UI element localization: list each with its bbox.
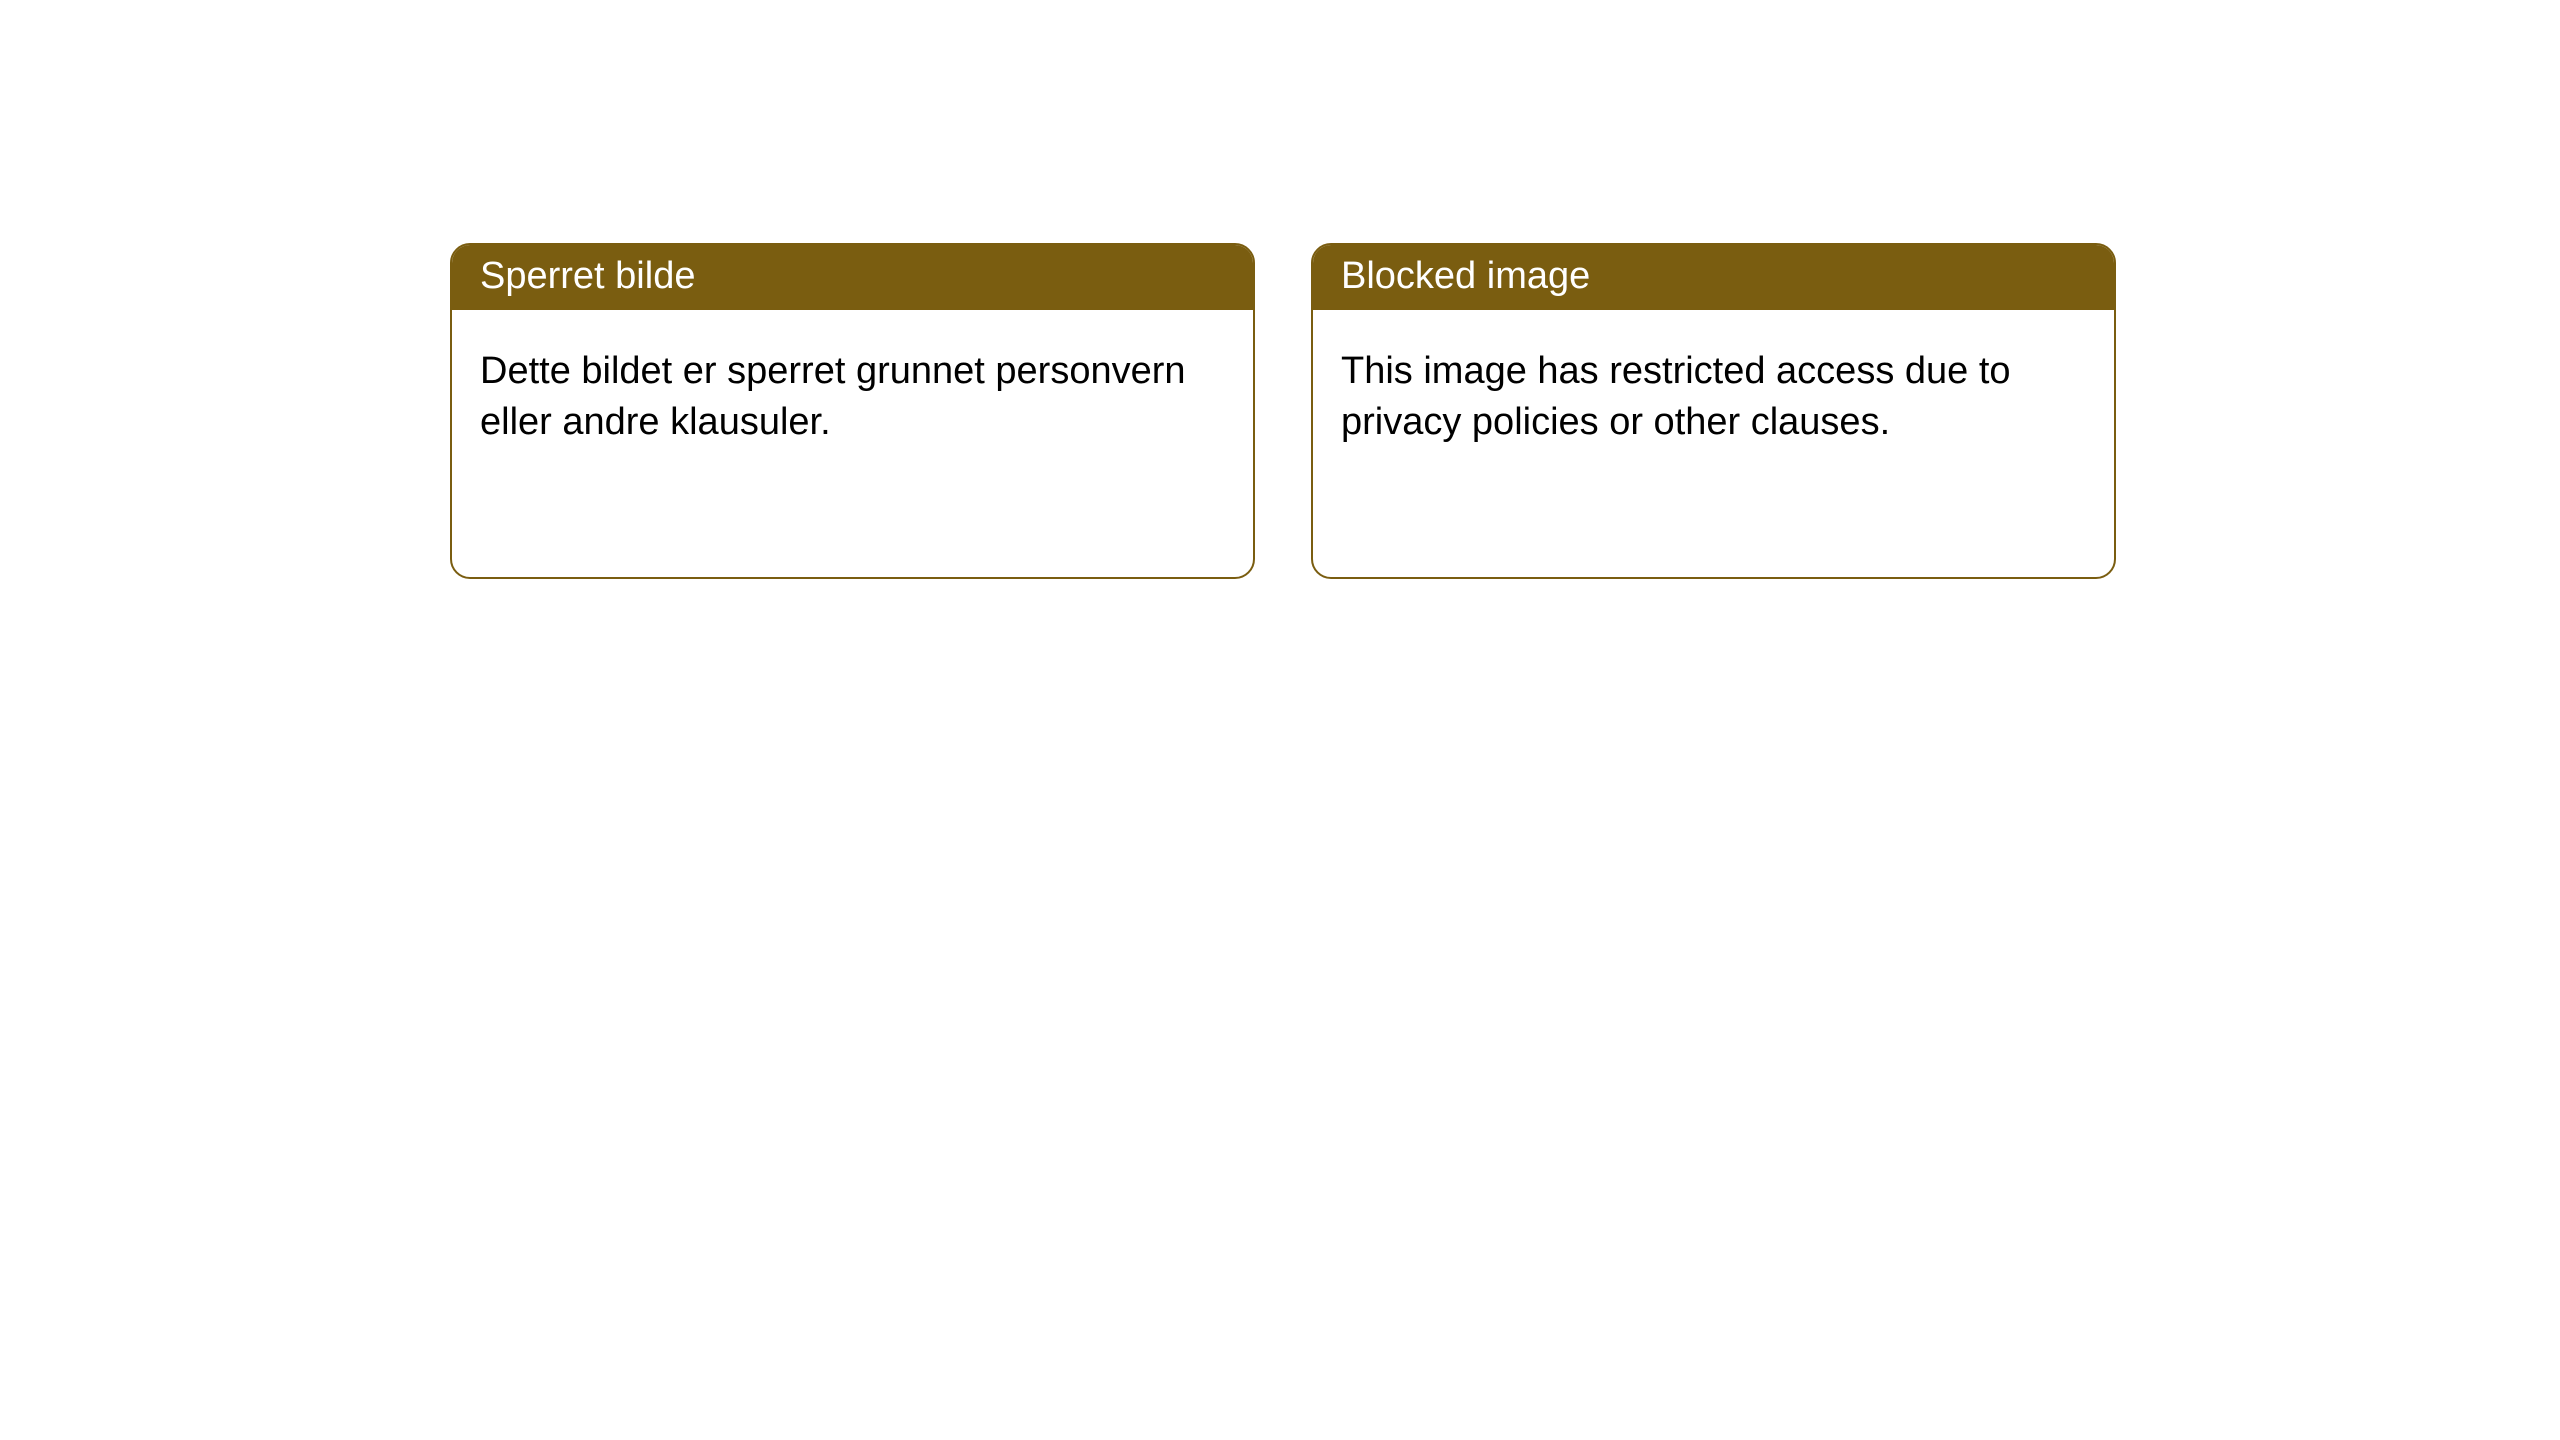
notice-message: This image has restricted access due to … (1341, 350, 2011, 443)
notice-title: Sperret bilde (480, 255, 695, 297)
notice-header: Blocked image (1313, 245, 2114, 310)
notice-body: Dette bildet er sperret grunnet personve… (452, 310, 1253, 485)
notice-container: Sperret bilde Dette bildet er sperret gr… (0, 0, 2560, 579)
notice-card-norwegian: Sperret bilde Dette bildet er sperret gr… (450, 243, 1255, 579)
notice-message: Dette bildet er sperret grunnet personve… (480, 350, 1186, 443)
notice-header: Sperret bilde (452, 245, 1253, 310)
notice-title: Blocked image (1341, 255, 1590, 297)
notice-card-english: Blocked image This image has restricted … (1311, 243, 2116, 579)
notice-body: This image has restricted access due to … (1313, 310, 2114, 485)
